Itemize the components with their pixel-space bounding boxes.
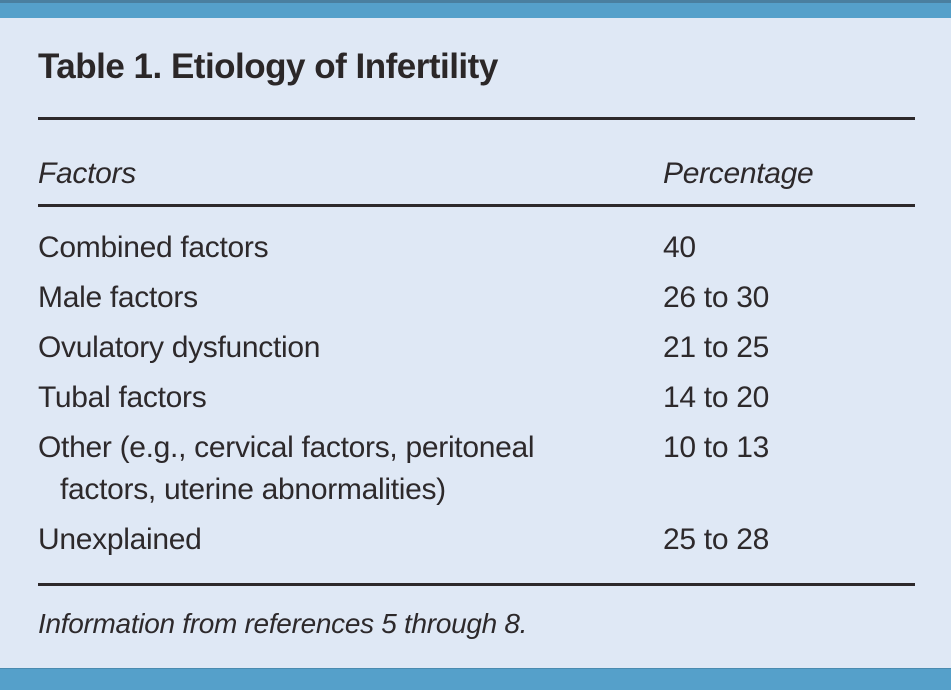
factor-cell: Tubal factors (38, 381, 207, 414)
table-row: Ovulatory dysfunction 21 to 25 (38, 323, 915, 373)
table-row: Other (e.g., cervical factors, peritonea… (38, 423, 915, 515)
percentage-cell: 21 to 25 (663, 331, 770, 364)
table-row: Combined factors 40 (38, 223, 915, 273)
column-header-factors: Factors (38, 157, 136, 190)
top-accent-bar (0, 0, 951, 18)
percentage-cell: 40 (663, 231, 696, 264)
factor-cell: Unexplained (38, 523, 202, 556)
factor-cell: Ovulatory dysfunction (38, 331, 321, 364)
factor-cell: Combined factors (38, 231, 269, 264)
percentage-cell: 25 to 28 (663, 523, 770, 556)
percentage-cell: 10 to 13 (663, 431, 770, 464)
table-row: Unexplained 25 to 28 (38, 515, 915, 565)
factor-cell: Other (e.g., cervical factors, peritonea… (38, 431, 535, 506)
table-row: Male factors 26 to 30 (38, 273, 915, 323)
table-row: Tubal factors 14 to 20 (38, 373, 915, 423)
bottom-accent-bar (0, 668, 951, 690)
table-footnote: Information from references 5 through 8. (38, 608, 528, 639)
rule-under-title (38, 117, 915, 120)
table-header-row: Factors Percentage (38, 156, 915, 192)
table-content: Table 1. Etiology of Infertility Factors… (38, 47, 915, 639)
table-body: Combined factors 40 Male factors 26 to 3… (38, 223, 915, 565)
percentage-cell: 26 to 30 (663, 281, 770, 314)
table-title: Table 1. Etiology of Infertility (38, 47, 498, 86)
rule-above-footnote (38, 583, 915, 586)
factor-cell: Male factors (38, 281, 198, 314)
rule-under-header (38, 204, 915, 207)
column-header-percentage: Percentage (663, 157, 814, 190)
percentage-cell: 14 to 20 (663, 381, 770, 414)
